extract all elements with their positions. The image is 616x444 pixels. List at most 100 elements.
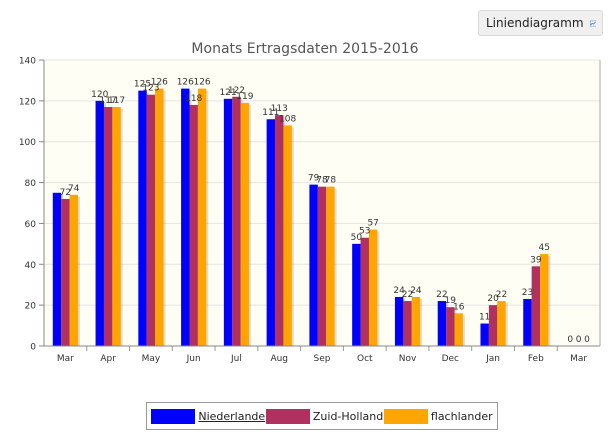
bar-value-label: 118 bbox=[185, 94, 202, 104]
bar-value-label: 11 bbox=[479, 313, 490, 323]
bar bbox=[488, 305, 498, 346]
x-tick-label: Apr bbox=[100, 354, 116, 364]
bar bbox=[69, 194, 78, 346]
line-chart-icon bbox=[589, 20, 596, 26]
bar-value-label: 126 bbox=[193, 78, 210, 88]
bar-value-label: 121 bbox=[219, 88, 236, 98]
bar-value-label: 126 bbox=[151, 78, 168, 88]
bar-value-label: 53 bbox=[359, 227, 370, 237]
x-tick-label: May bbox=[142, 354, 161, 364]
bar bbox=[540, 254, 549, 346]
x-axis-tick-labels: Mar Apr May Jun Jul Aug Sep Oct Nov Dec Jan Feb Mar bbox=[57, 354, 588, 364]
bar bbox=[181, 88, 190, 346]
bar bbox=[360, 237, 369, 346]
bar bbox=[232, 96, 241, 347]
bar-value-label: 78 bbox=[316, 176, 328, 186]
x-tick-label: Sep bbox=[314, 354, 331, 364]
y-axis-tick-labels: 0 20 40 60 80 100 120 140 bbox=[19, 57, 36, 353]
bar-chart: Monats Ertragsdaten 2015-2016 0 20 40 60 80 1… bbox=[19, 41, 601, 364]
x-tick-label: Mar bbox=[57, 354, 74, 364]
bar bbox=[189, 104, 198, 346]
bar bbox=[266, 119, 276, 346]
bar-value-label: 79 bbox=[308, 174, 320, 184]
bar-value-label: 57 bbox=[367, 219, 378, 229]
x-tick-label: Jan bbox=[485, 354, 500, 364]
bar bbox=[326, 186, 335, 346]
y-tick-label: 100 bbox=[19, 138, 36, 148]
chart-legend: Niederlande Zuid-Holland flachlander bbox=[146, 402, 498, 430]
bar bbox=[437, 301, 447, 346]
bar-value-label: 16 bbox=[453, 302, 465, 312]
bar-value-label: 22 bbox=[436, 290, 447, 300]
bar bbox=[155, 88, 164, 346]
bar-value-label: 123 bbox=[142, 84, 159, 94]
bar-value-label: 23 bbox=[522, 288, 533, 298]
bar bbox=[197, 88, 207, 346]
bar bbox=[283, 125, 292, 346]
bar-value-label: 117 bbox=[108, 96, 125, 106]
bar bbox=[394, 296, 404, 346]
bar bbox=[138, 90, 147, 347]
bar bbox=[352, 243, 361, 346]
bar bbox=[446, 307, 455, 346]
bar bbox=[309, 184, 318, 346]
x-tick-label: Nov bbox=[399, 354, 417, 364]
bar bbox=[480, 323, 489, 346]
bar bbox=[223, 98, 233, 346]
bar-value-label: 24 bbox=[410, 286, 422, 296]
bar-value-label: 122 bbox=[228, 86, 245, 96]
x-tick-label: Feb bbox=[528, 354, 544, 364]
legend-item[interactable]: Niederlande bbox=[151, 408, 266, 424]
bar-value-label: 0 bbox=[576, 335, 582, 345]
bar bbox=[317, 186, 327, 346]
x-tick-label: Mar bbox=[570, 354, 587, 364]
bar bbox=[61, 198, 70, 346]
y-tick-label: 60 bbox=[25, 220, 37, 230]
y-tick-label: 20 bbox=[25, 302, 37, 312]
bar-value-label: 108 bbox=[279, 114, 296, 124]
x-tick-label: Dec bbox=[442, 354, 459, 364]
x-tick-label: Aug bbox=[270, 354, 288, 364]
bar-value-label: 111 bbox=[262, 108, 279, 118]
bar-value-label: 50 bbox=[351, 233, 363, 243]
bar-value-label: 19 bbox=[445, 296, 457, 306]
bar-series bbox=[52, 88, 551, 347]
legend-swatch bbox=[265, 408, 310, 424]
bar bbox=[103, 106, 113, 346]
bar bbox=[403, 301, 412, 346]
toggle-label: Liniendiagramm bbox=[486, 16, 584, 30]
legend-item[interactable]: flachlander bbox=[383, 408, 493, 424]
bar-value-label: 20 bbox=[487, 294, 499, 304]
bar bbox=[411, 296, 421, 346]
bar bbox=[95, 100, 104, 346]
bar-value-label: 120 bbox=[91, 90, 108, 100]
y-tick-label: 0 bbox=[30, 343, 36, 353]
bar-value-label: 22 bbox=[402, 290, 413, 300]
y-tick-label: 40 bbox=[25, 261, 37, 271]
bar-value-label: 126 bbox=[177, 78, 194, 88]
bar-value-label: 74 bbox=[68, 184, 80, 194]
bar-value-label: 72 bbox=[60, 188, 71, 198]
bar bbox=[112, 106, 121, 346]
bar bbox=[454, 313, 463, 346]
bar-value-label: 113 bbox=[271, 104, 288, 114]
x-tick-label: Jun bbox=[186, 354, 201, 364]
legend-label: Niederlande bbox=[198, 409, 266, 423]
bar bbox=[146, 94, 156, 346]
bar bbox=[368, 229, 378, 346]
legend-item[interactable]: Zuid-Holland bbox=[265, 408, 383, 424]
y-tick-label: 120 bbox=[19, 97, 36, 107]
bar bbox=[240, 102, 250, 347]
bar-value-label: 0 bbox=[567, 335, 573, 345]
bar bbox=[531, 266, 541, 346]
bar bbox=[52, 192, 62, 346]
bar-value-label: 22 bbox=[496, 290, 507, 300]
bar-value-label: 0 bbox=[584, 335, 590, 345]
legend-swatch bbox=[151, 408, 196, 424]
y-tick-label: 80 bbox=[25, 179, 37, 189]
bar-value-label: 24 bbox=[393, 286, 405, 296]
x-tick-label: Oct bbox=[357, 354, 373, 364]
line-chart-toggle-button[interactable]: Liniendiagramm bbox=[478, 10, 603, 36]
y-tick-label: 140 bbox=[19, 57, 36, 67]
